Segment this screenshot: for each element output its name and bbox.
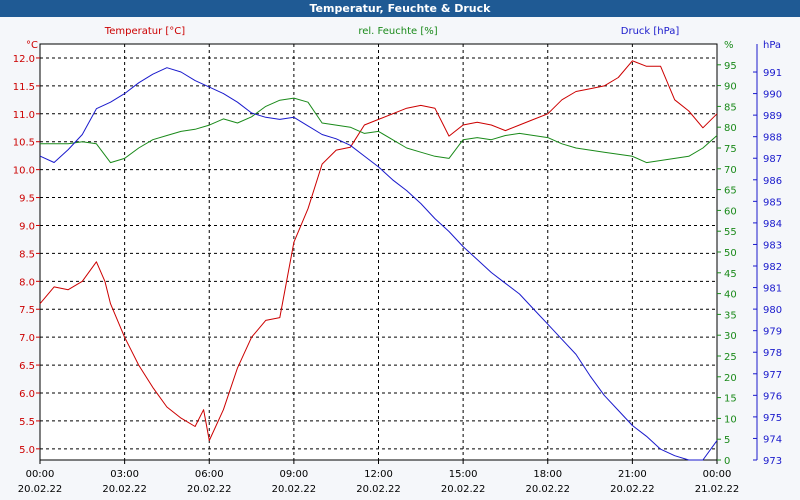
- x-tick-date: 20.02.22: [356, 484, 401, 495]
- left-tick-label: 11.5: [13, 82, 35, 93]
- right-tick-label: 973: [763, 456, 782, 467]
- middle-tick-label: 75: [724, 144, 737, 155]
- right-tick-label: 990: [763, 90, 782, 101]
- right-tick-label: 974: [763, 434, 782, 445]
- left-tick-label: 6.5: [19, 361, 35, 372]
- middle-tick-label: 80: [724, 123, 737, 134]
- x-tick-date: 20.02.22: [187, 484, 232, 495]
- x-tick-date: 20.02.22: [272, 484, 317, 495]
- left-tick-label: 9.5: [19, 194, 35, 205]
- window-title: Temperatur, Feuchte & Druck: [0, 0, 800, 17]
- right-tick-label: 979: [763, 327, 782, 338]
- middle-tick-label: 60: [724, 206, 737, 217]
- right-tick-label: 980: [763, 305, 782, 316]
- humidity-line: [40, 97, 718, 164]
- left-tick-label: 6.0: [19, 389, 35, 400]
- right-tick-label: 985: [763, 197, 782, 208]
- x-tick-time: 21:00: [618, 469, 647, 480]
- x-tick-date: 20.02.22: [441, 484, 486, 495]
- middle-tick-label: 25: [724, 352, 737, 363]
- middle-tick-label: 45: [724, 269, 737, 280]
- x-tick-time: 00:00: [703, 469, 732, 480]
- series-lines: [39, 60, 718, 461]
- x-tick-time: 18:00: [533, 469, 562, 480]
- middle-tick-label: 90: [724, 82, 737, 93]
- pressure-line: [39, 67, 718, 461]
- right-tick-label: 986: [763, 176, 782, 187]
- right-tick-label: 982: [763, 262, 782, 273]
- right-tick-label: 983: [763, 240, 782, 251]
- middle-tick-label: 5: [724, 435, 730, 446]
- middle-tick-label: 15: [724, 394, 737, 405]
- x-tick-time: 06:00: [195, 469, 224, 480]
- left-tick-label: 10.5: [13, 138, 35, 149]
- middle-tick-label: 95: [724, 61, 737, 72]
- right-tick-label: 987: [763, 154, 782, 165]
- left-axis-label: Temperatur [°C]: [104, 26, 185, 37]
- gridlines: [40, 44, 717, 460]
- x-tick-time: 12:00: [364, 469, 393, 480]
- right-tick-label: 991: [763, 68, 782, 79]
- middle-tick-label: 55: [724, 227, 737, 238]
- right-axis-label: Druck [hPa]: [621, 26, 680, 37]
- x-tick-time: 15:00: [449, 469, 478, 480]
- middle-tick-label: 30: [724, 331, 737, 342]
- left-tick-label: 7.0: [19, 333, 35, 344]
- middle-tick-label: 40: [724, 290, 737, 301]
- left-tick-label: 10.0: [13, 166, 35, 177]
- x-tick-time: 09:00: [279, 469, 308, 480]
- right-tick-label: 988: [763, 133, 782, 144]
- middle-tick-label: 65: [724, 186, 737, 197]
- left-tick-label: 11.0: [13, 110, 35, 121]
- left-tick-label: 5.0: [19, 445, 35, 456]
- middle-tick-label: 0: [724, 456, 730, 467]
- middle-tick-label: 10: [724, 414, 737, 425]
- axes: 5.0 5.5 6.0 6.5 7.0 7.5 8.0 8.5 9.0 9.5 10.0 10.5 11…: [13, 44, 782, 495]
- right-tick-label: 981: [763, 284, 782, 295]
- middle-tick-label: 70: [724, 165, 737, 176]
- left-axis-unit: °C: [26, 40, 38, 51]
- right-tick-label: 978: [763, 348, 782, 359]
- right-tick-label: 977: [763, 370, 782, 381]
- right-tick-label: 984: [763, 219, 782, 230]
- left-tick-label: 8.0: [19, 277, 35, 288]
- right-tick-label: 989: [763, 111, 782, 122]
- left-tick-label: 8.5: [19, 249, 35, 260]
- middle-axis-unit: %: [724, 40, 734, 51]
- right-tick-label: 975: [763, 413, 782, 424]
- middle-tick-label: 50: [724, 248, 737, 259]
- x-tick-time: 03:00: [110, 469, 139, 480]
- temperature-line: [39, 60, 718, 441]
- left-tick-label: 5.5: [19, 417, 35, 428]
- right-axis-unit: hPa: [763, 40, 781, 51]
- middle-tick-label: 20: [724, 373, 737, 384]
- x-tick-date: 20.02.22: [18, 484, 63, 495]
- middle-tick-label: 35: [724, 310, 737, 321]
- x-tick-date: 20.02.22: [102, 484, 147, 495]
- left-tick-label: 12.0: [13, 54, 35, 65]
- x-tick-date: 20.02.22: [525, 484, 570, 495]
- left-tick-label: 9.0: [19, 221, 35, 232]
- x-tick-time: 00:00: [26, 469, 55, 480]
- left-tick-label: 7.5: [19, 305, 35, 316]
- middle-axis-label: rel. Feuchte [%]: [358, 26, 437, 37]
- x-tick-date: 21.02.22: [695, 484, 740, 495]
- x-tick-date: 20.02.22: [610, 484, 655, 495]
- right-tick-label: 976: [763, 391, 782, 402]
- middle-tick-label: 85: [724, 102, 737, 113]
